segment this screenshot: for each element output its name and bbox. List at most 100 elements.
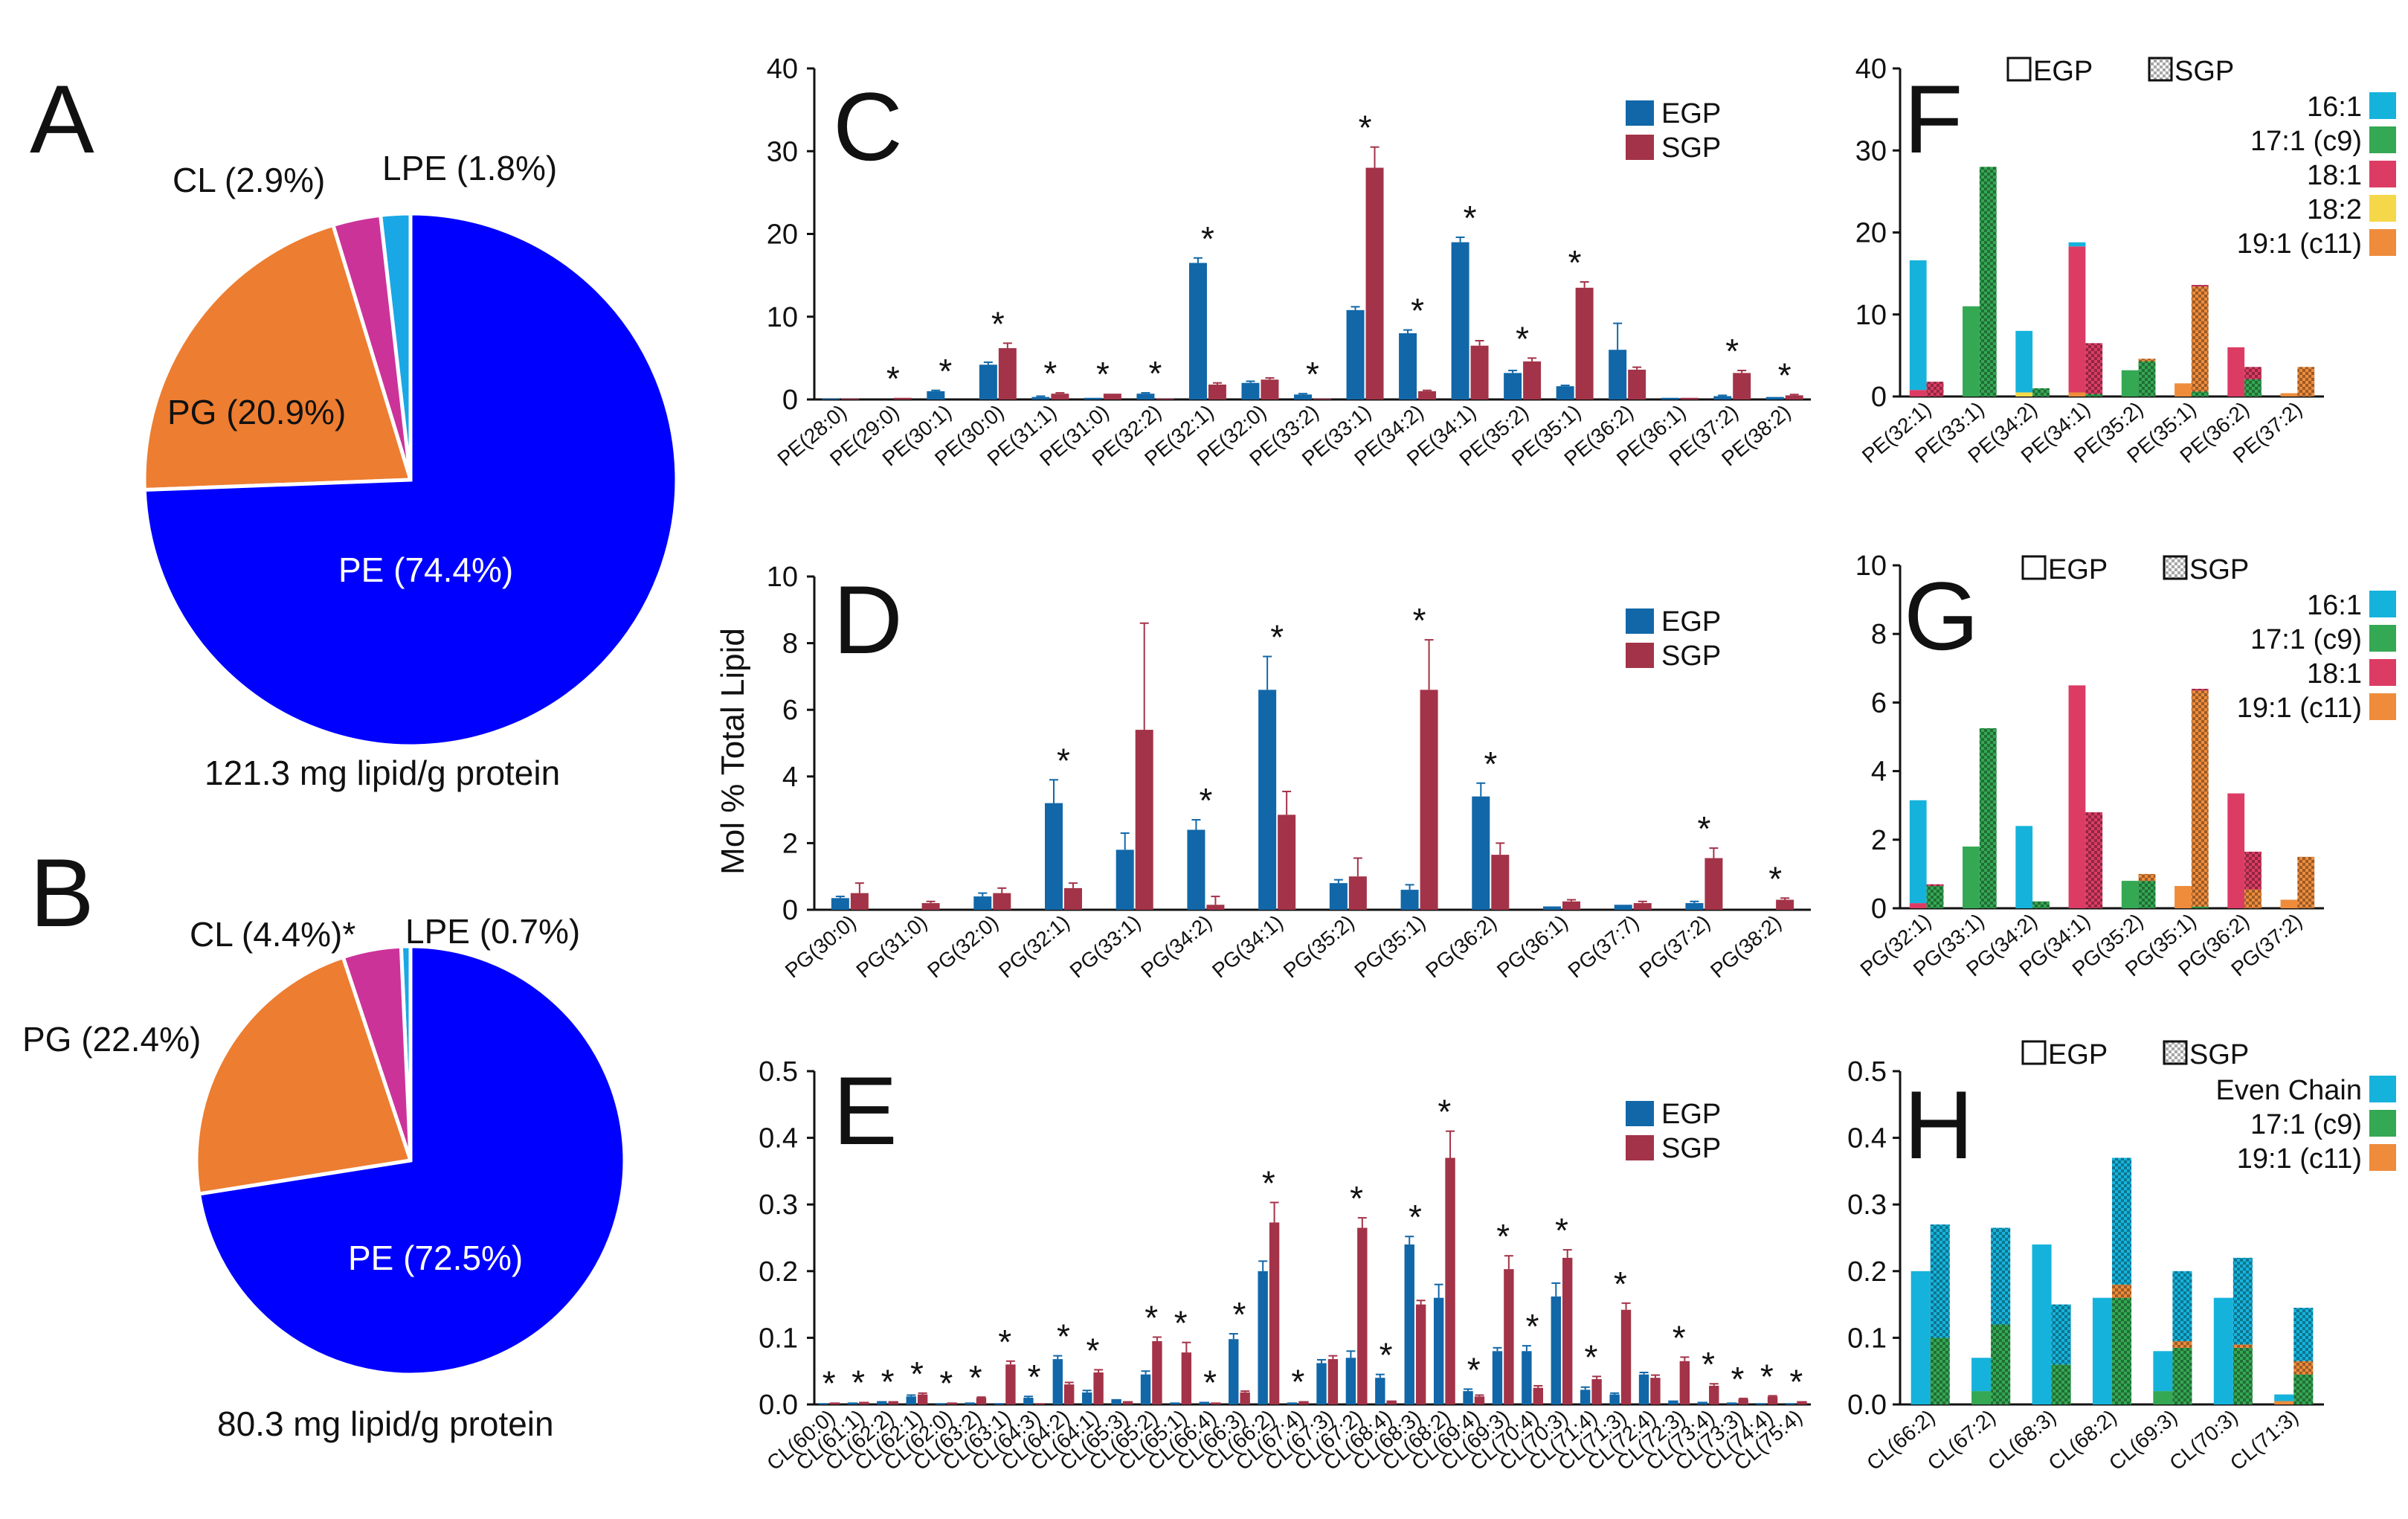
chart-d-bar-sgp xyxy=(1420,690,1438,910)
chart-f-stack-hatch xyxy=(2244,379,2261,396)
chart-g-legend-swatch xyxy=(2369,625,2396,652)
chart-e-bar-egp xyxy=(1638,1374,1649,1404)
chart-h-xtick-label: CL(70:3) xyxy=(2165,1405,2241,1475)
pie-b-label-cl: CL (4.4%)* xyxy=(190,915,355,954)
chart-e-bar-egp xyxy=(1492,1351,1503,1404)
chart-c-bar-sgp xyxy=(1523,361,1542,399)
chart-g-stack-hatch xyxy=(2191,690,2209,907)
chart-c-bar-sgp xyxy=(1418,391,1437,399)
chart-h-stack-hatch xyxy=(2293,1308,2314,1361)
chart-d-bar-sgp xyxy=(1278,815,1296,910)
chart-h-stack-hatch xyxy=(1991,1227,2011,1325)
chart-g-legend-head-egp: EGP xyxy=(2048,554,2108,585)
chart-e: E0.00.10.20.30.40.5CL(60:0)CL(61:1)CL(62… xyxy=(759,1056,1811,1475)
chart-h-stack-hatch xyxy=(2112,1297,2132,1404)
chart-c-ytick-label: 0 xyxy=(782,385,798,416)
chart-e-bar-egp xyxy=(1404,1244,1414,1404)
chart-e-bar-sgp xyxy=(1504,1269,1514,1404)
chart-f-legend-label: 16:1 xyxy=(2307,91,2362,123)
chart-e-significance-star: * xyxy=(1467,1350,1481,1389)
chart-h-legend-swatch xyxy=(2369,1144,2396,1171)
chart-c-bar-egp xyxy=(1188,263,1207,399)
pie-a-caption: 121.3 mg lipid/g protein xyxy=(205,754,560,792)
chart-e-bar-egp xyxy=(1258,1271,1268,1404)
chart-g-legend-label: 16:1 xyxy=(2307,590,2362,621)
chart-f-stack-hatch xyxy=(2191,286,2209,392)
chart-e-bar-sgp xyxy=(1357,1227,1368,1404)
chart-e-bar-sgp xyxy=(976,1398,987,1404)
chart-e-significance-star: * xyxy=(1526,1307,1539,1346)
chart-d: D0246810PG(30:0)PG(31:0)PG(32:0)PG(32:1)… xyxy=(767,562,1811,983)
chart-e-bar-egp xyxy=(935,1403,946,1404)
chart-e-significance-star: * xyxy=(1584,1337,1597,1376)
chart-h-stack-egp xyxy=(2032,1244,2052,1404)
chart-e-legend-swatch-sgp xyxy=(1626,1135,1654,1160)
panel-letter-b: B xyxy=(30,838,94,947)
chart-e-significance-star: * xyxy=(1203,1363,1217,1401)
chart-d-bar-sgp xyxy=(1348,876,1367,910)
chart-c-legend-label-egp: EGP xyxy=(1661,98,1721,129)
chart-f-stack-egp xyxy=(1909,260,1927,391)
chart-f-stack-hatch xyxy=(2085,394,2103,396)
chart-c-bar-egp xyxy=(979,365,997,399)
chart-h-ytick-label: 0.2 xyxy=(1847,1256,1887,1288)
chart-c-significance-star: * xyxy=(1516,319,1529,358)
chart-f-legend-box-hatch xyxy=(2149,58,2172,80)
chart-h-stack-hatch xyxy=(2051,1304,2071,1365)
bar-charts: C010203040PE(28:0)PE(29:0)PE(30:1)PE(30:… xyxy=(759,54,2396,1475)
chart-c-bar-sgp xyxy=(1680,397,1699,399)
chart-e-bar-sgp xyxy=(1211,1402,1221,1404)
chart-h-stack-hatch xyxy=(2112,1157,2132,1285)
chart-e-significance-star: * xyxy=(1789,1363,1803,1401)
chart-d-significance-star: * xyxy=(1768,859,1782,898)
chart-h-legend-swatch xyxy=(2369,1076,2396,1102)
chart-g-stack-egp xyxy=(2280,899,2298,908)
chart-e-bar-sgp xyxy=(1034,1403,1045,1404)
chart-e-bar-egp xyxy=(1551,1296,1561,1404)
chart-h-stack-hatch xyxy=(2172,1347,2192,1404)
chart-d-ytick-label: 10 xyxy=(767,562,798,593)
chart-h-stack-hatch xyxy=(2172,1271,2192,1341)
chart-e-significance-star: * xyxy=(910,1355,924,1393)
chart-g-stack-egp xyxy=(1909,903,1927,908)
chart-h-stack-hatch xyxy=(2112,1284,2132,1298)
chart-e-bar-sgp xyxy=(1709,1385,1719,1404)
chart-d-legend-label-sgp: SGP xyxy=(1661,640,1721,672)
chart-e-bar-egp xyxy=(1433,1297,1444,1404)
chart-c-bar-egp xyxy=(1346,309,1365,399)
chart-f-stack-egp xyxy=(1909,390,1927,396)
chart-e-significance-star: * xyxy=(1614,1265,1627,1303)
chart-h-xtick-label: CL(69:3) xyxy=(2105,1405,2181,1475)
chart-c-bar-egp xyxy=(1031,396,1050,399)
chart-h-stack-egp xyxy=(2153,1391,2173,1404)
chart-e-bar-sgp xyxy=(1327,1359,1339,1404)
pie-a-slice-pe xyxy=(142,211,679,748)
chart-f-stack-hatch xyxy=(2191,285,2209,287)
chart-f-ytick-label: 10 xyxy=(1855,300,1887,331)
chart-c-legend-swatch-egp xyxy=(1626,100,1654,126)
chart-e-bar-egp xyxy=(1756,1403,1766,1404)
chart-e-significance-star: * xyxy=(881,1363,895,1401)
chart-c-significance-star: * xyxy=(1725,332,1739,370)
chart-e-bar-egp xyxy=(847,1402,858,1404)
chart-d-bar-egp xyxy=(1614,905,1632,910)
chart-d-ytick-label: 2 xyxy=(782,828,798,859)
chart-e-bar-egp xyxy=(1697,1401,1708,1404)
chart-e-bar-egp xyxy=(1785,1403,1796,1404)
chart-c-bar-egp xyxy=(1504,373,1522,399)
chart-g: G0246810PG(32:1)PG(33:1)PG(34:2)PG(34:1)… xyxy=(1855,550,2396,981)
chart-h-stack-egp xyxy=(2274,1394,2294,1401)
chart-g-ytick-label: 8 xyxy=(1871,619,1887,650)
chart-e-bar-egp xyxy=(1609,1394,1620,1404)
chart-e-significance-star: * xyxy=(1086,1331,1099,1369)
pie-b-label-pe: PE (72.5%) xyxy=(348,1239,523,1277)
chart-e-ytick-label: 0.1 xyxy=(759,1323,798,1354)
panel-letter-e: E xyxy=(833,1056,898,1165)
chart-c-significance-star: * xyxy=(1096,355,1110,394)
chart-f-ytick-label: 0 xyxy=(1871,382,1887,413)
chart-h-ytick-label: 0.5 xyxy=(1847,1056,1887,1088)
chart-h-ytick-label: 0.1 xyxy=(1847,1323,1887,1354)
pie-a-label-lpe: LPE (1.8%) xyxy=(382,149,557,187)
chart-e-bar-sgp xyxy=(1415,1304,1426,1404)
chart-f-stack-egp xyxy=(2280,393,2298,396)
